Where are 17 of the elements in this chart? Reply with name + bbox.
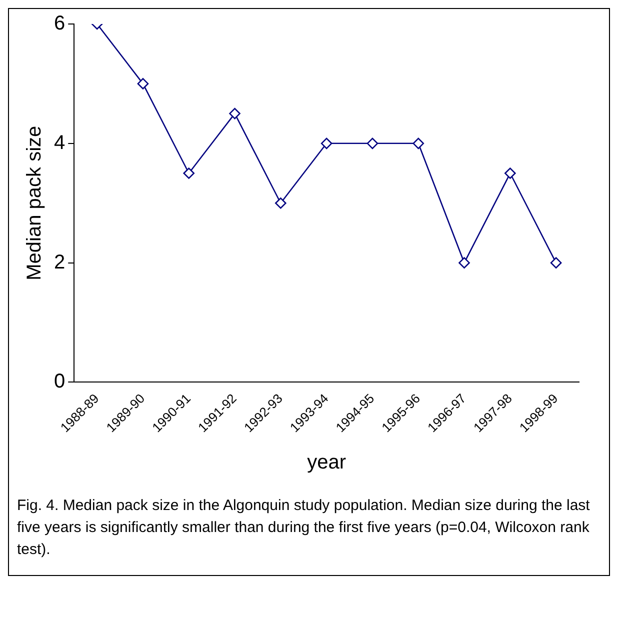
- point: [412, 138, 424, 150]
- point: [366, 138, 378, 150]
- point: [458, 257, 470, 268]
- point: [229, 108, 240, 120]
- caption: Fig. 4. Median pack size in the Algonquin study population. Median size during the last five years is significantly smaller than during the first five years (p=0.04, Wilcoxon rank test).: [16, 496, 591, 560]
- x-axis-title: year: [307, 452, 346, 474]
- y-tick-label: 0: [54, 370, 66, 393]
- y-tick-label: 4: [54, 132, 66, 154]
- point: [550, 257, 562, 268]
- point: [504, 168, 516, 179]
- y-tick-label: 2: [54, 251, 66, 274]
- y-axis-title: Median pack size: [24, 126, 46, 280]
- point: [137, 78, 149, 90]
- point: [320, 138, 332, 150]
- y-tick-label: 6: [54, 12, 66, 35]
- point: [275, 197, 286, 209]
- point: [183, 168, 195, 179]
